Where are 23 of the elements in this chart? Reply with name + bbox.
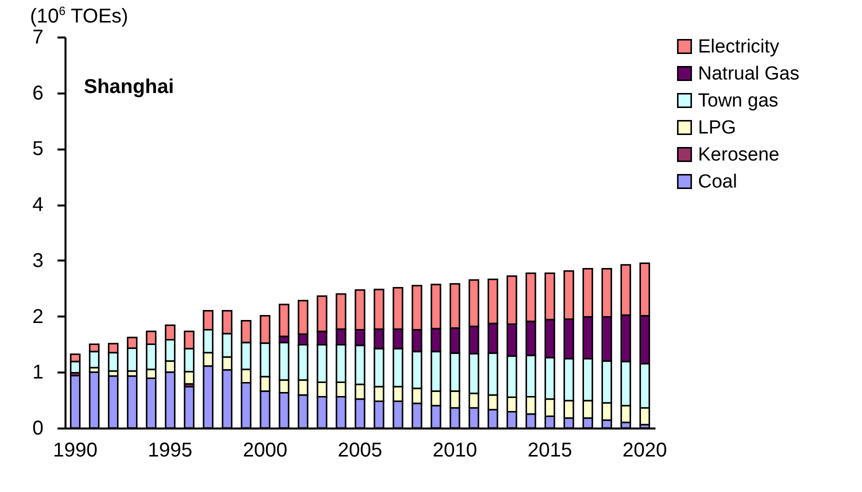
x-tick-label: 2010 [432, 440, 478, 462]
x-tick-label: 1995 [148, 440, 192, 462]
x-tick-label: 2015 [528, 440, 572, 462]
x-tick-label: 2020 [622, 440, 667, 462]
y-tick-label: 6 [32, 82, 44, 104]
legend-label: Coal [698, 172, 738, 192]
x-tick-label: 2005 [338, 440, 382, 462]
legend-label: Town gas [698, 90, 778, 112]
y-axis-title: (10$^{6}$ TOEs) [30, 4, 128, 29]
legend-label: Kerosene [698, 144, 780, 166]
legend-label: Natrual Gas [698, 64, 800, 84]
y-tick-label: 4 [32, 194, 44, 216]
x-tick-label: 2000 [242, 440, 288, 462]
y-tick-label: 3 [32, 250, 44, 272]
text: Shanghai [84, 76, 174, 98]
y-tick-label: 2 [32, 306, 44, 328]
x-tick-label: 1990 [53, 440, 98, 462]
y-tick-label: 7 [32, 26, 44, 48]
legend-label: LPG [698, 118, 736, 138]
legend-label: Electricity [698, 36, 780, 58]
y-tick-label: 1 [32, 362, 44, 384]
y-tick-label: 0 [32, 418, 44, 440]
y-tick-label: 5 [32, 138, 44, 160]
